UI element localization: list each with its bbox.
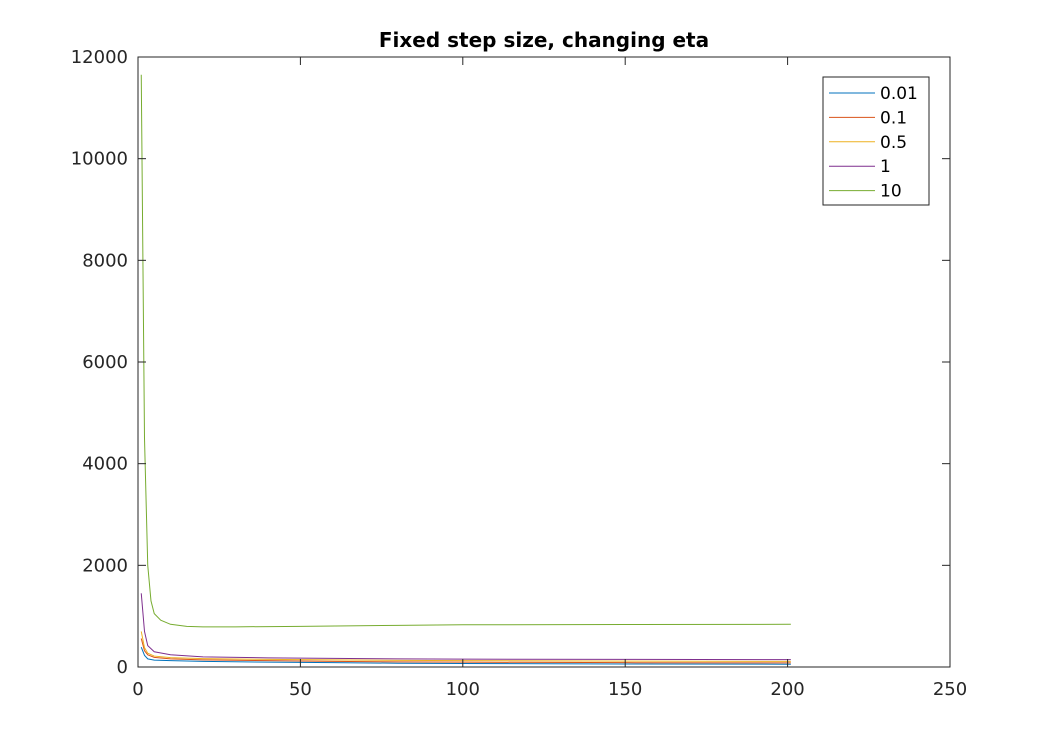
x-tick-label: 50 [289, 679, 312, 700]
x-tick-label: 200 [770, 679, 804, 700]
series-line-0 [140, 646, 791, 665]
legend-label-3: 1 [880, 157, 891, 177]
series-line-3 [140, 593, 791, 661]
y-tick-label: 2000 [82, 555, 128, 576]
plot-area [138, 57, 950, 667]
x-tick-label: 250 [933, 679, 967, 700]
y-tick-label: 8000 [82, 250, 128, 271]
legend-label-2: 0.5 [880, 133, 907, 153]
legend-label-1: 0.1 [880, 108, 907, 128]
series-line-2 [140, 631, 791, 662]
series-line-1 [140, 638, 791, 664]
legend-label-0: 0.01 [880, 84, 918, 104]
legend-label-4: 10 [880, 182, 902, 202]
legend: 0.01 0.1 0.5 1 10 [822, 76, 930, 206]
series-layer [140, 74, 791, 665]
series-line-4 [140, 74, 791, 628]
y-tick-label: 0 [117, 657, 128, 678]
x-tick-label: 100 [446, 679, 480, 700]
y-tick-label: 12000 [71, 47, 128, 68]
y-tick-label: 6000 [82, 352, 128, 373]
y-tick-label: 4000 [82, 454, 128, 475]
legend-box [822, 76, 930, 206]
x-tick-label: 0 [132, 679, 143, 700]
chart-title: Fixed step size, changing eta [379, 28, 709, 52]
x-tick-label: 150 [608, 679, 642, 700]
ticks-layer: 0 50 100 150 200 250 0 2000 4000 6000 8000 10000 120… [71, 47, 967, 700]
y-tick-label: 10000 [71, 149, 128, 170]
